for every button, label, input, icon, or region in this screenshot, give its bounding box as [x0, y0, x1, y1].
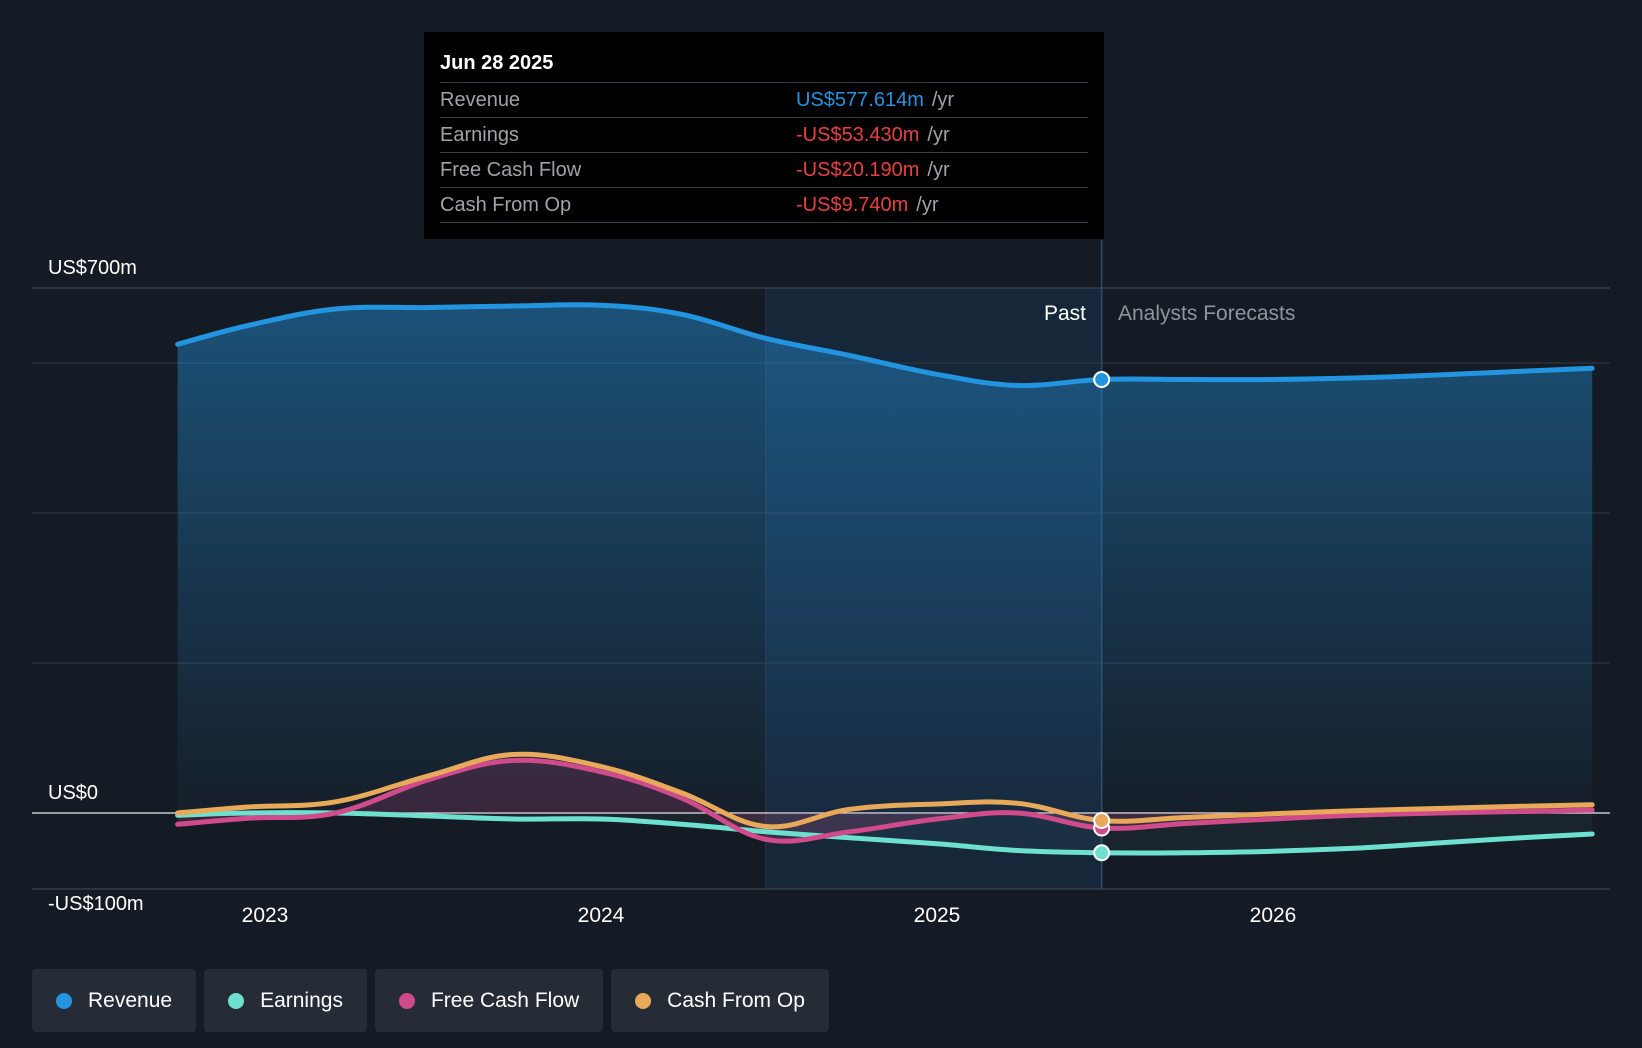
cash-from-op-dot-icon: [635, 992, 652, 1009]
legend-label: Cash From Op: [667, 988, 805, 1012]
y-tick-label: US$700m: [48, 257, 137, 279]
free-cash-flow-line: [175, 757, 1595, 844]
revenue-area: [177, 304, 1593, 813]
revenue-dot-icon: [56, 992, 72, 1009]
tooltip-row-earnings: Earnings -US$53.430m /yr: [440, 118, 1088, 153]
series-lines: [175, 302, 1595, 856]
tooltip-unit: /yr: [927, 159, 950, 181]
legend-label: Revenue: [88, 988, 173, 1012]
hover-markers: [1093, 371, 1111, 862]
free-cash-flow-area: [177, 760, 1593, 842]
earnings-dot-icon: [228, 992, 245, 1009]
tooltip-unit: /yr: [927, 124, 950, 146]
legend-item-free-cash-flow[interactable]: Free Cash Flow: [374, 969, 604, 1032]
legend-label: Free Cash Flow: [430, 988, 580, 1012]
cash-from-op-line: [175, 751, 1595, 830]
earnings-marker: [1093, 844, 1111, 862]
past-label: Past: [1044, 302, 1086, 325]
y-tick-label: US$0: [48, 782, 98, 804]
forecast-label: Analysts Forecasts: [1118, 302, 1295, 325]
tooltip: Jun 28 2025 Revenue US$577.614m /yr Earn…: [424, 32, 1104, 239]
tooltip-label: Earnings: [440, 124, 519, 146]
tooltip-unit: /yr: [931, 89, 955, 111]
y-axis-labels: US$700m US$0 -US$100m: [48, 257, 144, 915]
revenue-line: [175, 302, 1595, 389]
tooltip-value: US$577.614m: [796, 89, 924, 111]
y-tick-label: -US$100m: [48, 893, 144, 915]
tooltip-value: -US$20.190m: [796, 159, 920, 181]
free-cash-flow-dot-icon: [398, 992, 415, 1009]
x-tick-label: 2026: [1250, 904, 1297, 927]
x-tick-label: 2024: [578, 904, 625, 927]
tooltip-label: Cash From Op: [440, 194, 572, 216]
chart-canvas: US$700m US$0 -US$100m 2023 2024 2025 2026 Pas…: [32, 240, 1610, 927]
earnings-line: [175, 810, 1595, 856]
x-tick-label: 2025: [914, 904, 961, 927]
legend-item-earnings[interactable]: Earnings: [204, 969, 367, 1032]
tooltip-row-free-cash-flow: Free Cash Flow -US$20.190m /yr: [440, 153, 1088, 188]
tooltip-unit: /yr: [916, 194, 939, 216]
legend: Revenue Earnings Free Cash Flow Cash Fro…: [32, 969, 829, 1032]
tooltip-label: Free Cash Flow: [440, 159, 582, 181]
revenue-marker: [1093, 371, 1111, 388]
tooltip-value: -US$9.740m: [796, 194, 909, 216]
legend-item-revenue[interactable]: Revenue: [32, 969, 197, 1032]
tooltip-row-cash-from-op: Cash From Op -US$9.740m /yr: [440, 188, 1088, 223]
series-areas: [177, 304, 1593, 854]
cash-from-op-marker: [1093, 812, 1111, 829]
tooltip-value: -US$53.430m: [796, 124, 920, 146]
tooltip-label: Revenue: [440, 89, 521, 111]
tooltip-row-revenue: Revenue US$577.614m /yr: [440, 83, 1088, 118]
tooltip-date: Jun 28 2025: [440, 44, 1088, 83]
legend-item-cash-from-op[interactable]: Cash From Op: [611, 969, 829, 1032]
x-tick-label: 2023: [242, 904, 289, 927]
legend-label: Earnings: [260, 988, 343, 1012]
x-axis-labels: 2023 2024 2025 2026: [242, 904, 1297, 927]
